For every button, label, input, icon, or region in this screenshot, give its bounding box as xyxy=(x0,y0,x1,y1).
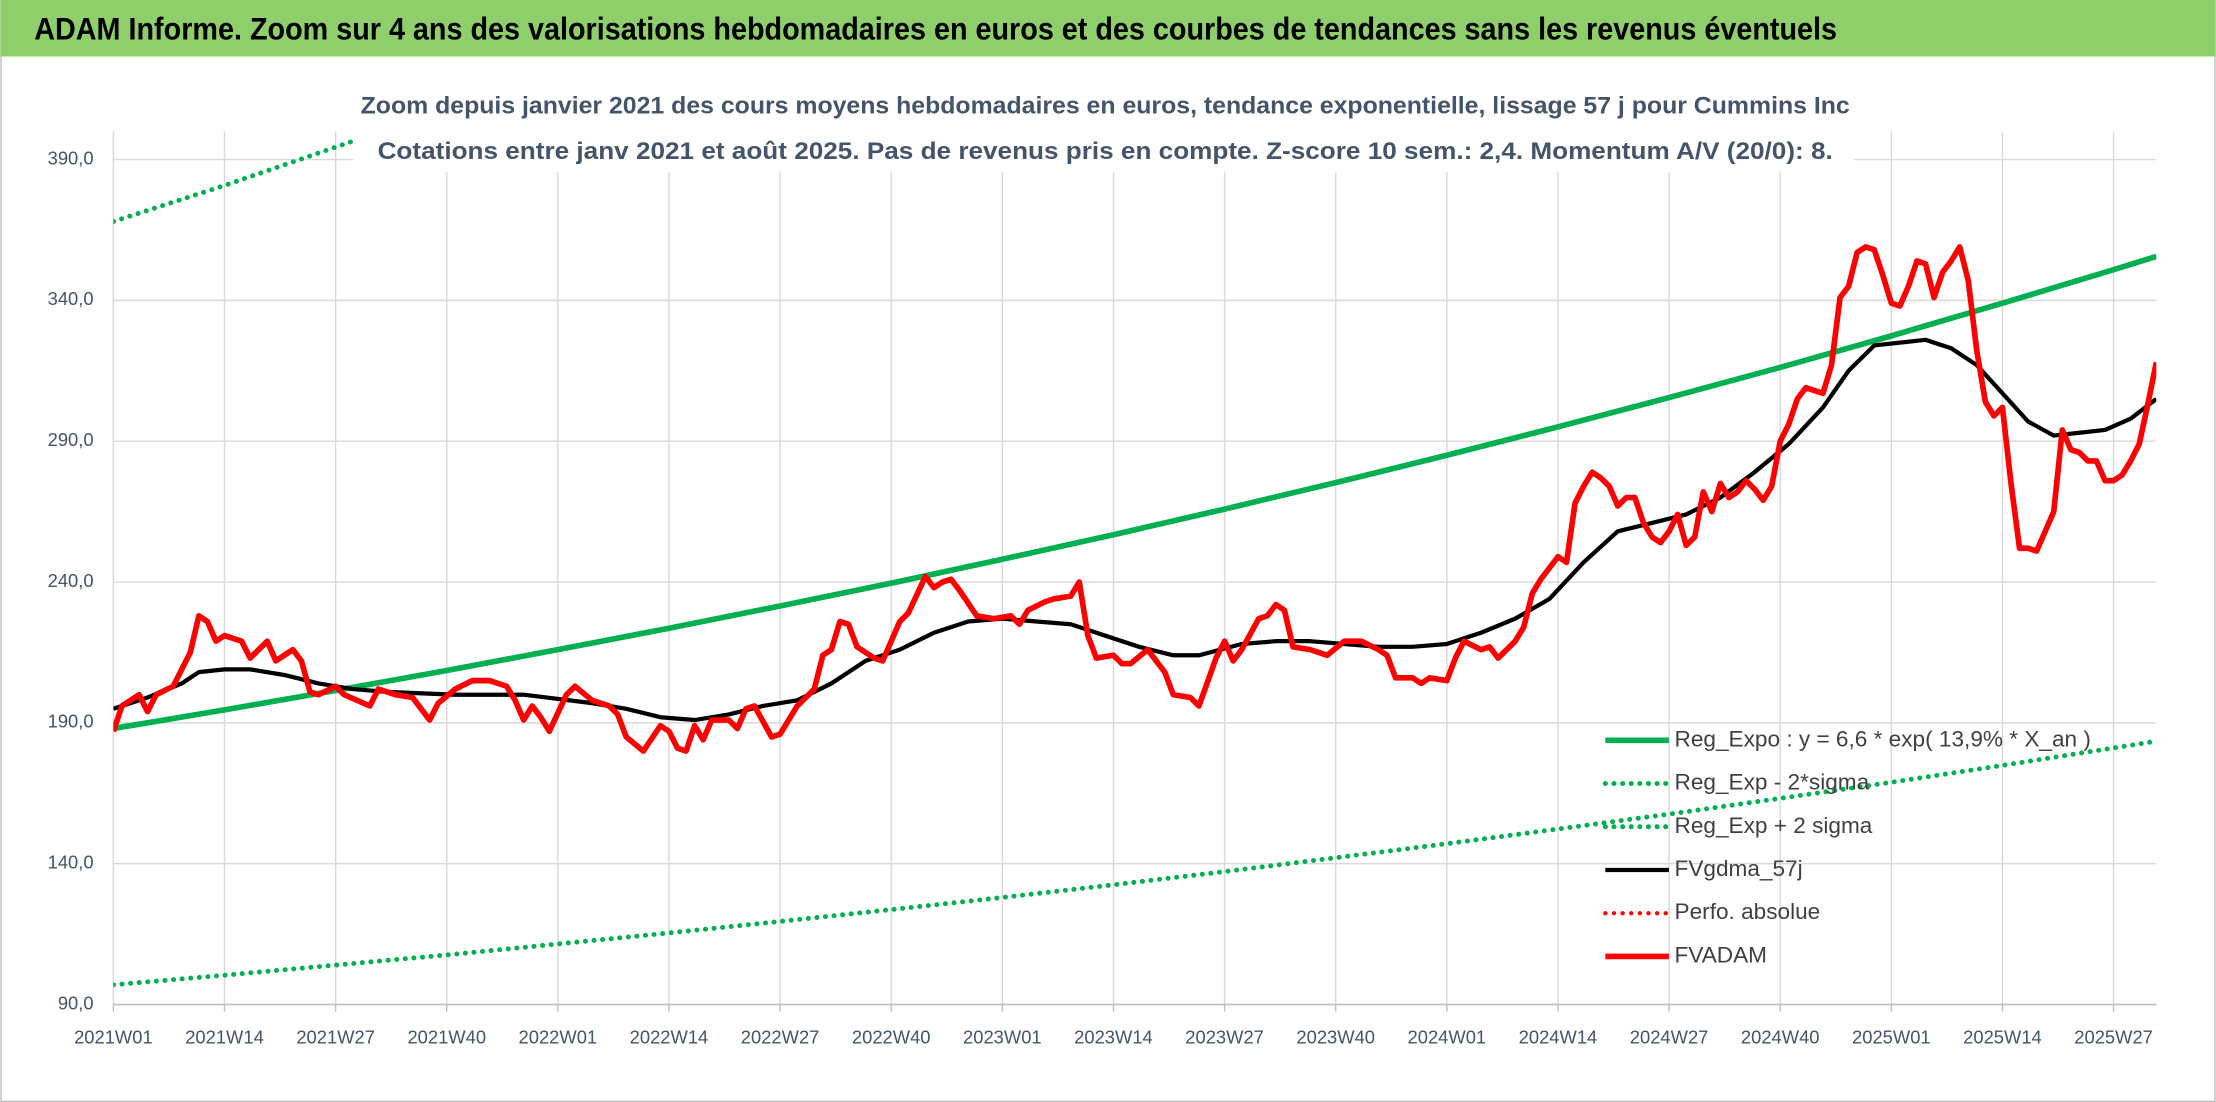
subtitle-line: Zoom depuis janvier 2021 des cours moyen… xyxy=(361,93,1850,120)
x-tick-label: 2025W14 xyxy=(1963,1026,2042,1047)
x-tick-label: 2021W01 xyxy=(74,1026,153,1047)
x-tick-label: 2022W14 xyxy=(630,1026,709,1047)
title-banner xyxy=(0,0,2216,57)
x-tick-label: 2023W14 xyxy=(1074,1026,1153,1047)
legend-label: FVgdma_57j xyxy=(1675,856,1803,881)
series-line xyxy=(113,244,2157,754)
y-tick-label: 290,0 xyxy=(48,429,94,450)
x-tick-label: 2025W01 xyxy=(1852,1026,1931,1047)
plot-lines xyxy=(113,131,2157,988)
subtitle-background xyxy=(353,84,1854,173)
x-tick-label: 2024W14 xyxy=(1519,1026,1598,1047)
x-tick-label: 2023W27 xyxy=(1185,1026,1264,1047)
y-tick-label: 240,0 xyxy=(48,570,94,591)
chart-title: ADAM Informe. Zoom sur 4 ans des valoris… xyxy=(34,11,1837,46)
x-tick-label: 2021W14 xyxy=(185,1026,264,1047)
grid: 90,0 140,0 190,0 240,0 290,0 340,0 390,0 2021W0… xyxy=(48,131,2157,1047)
legend-label: Perfo. absolue xyxy=(1675,899,1821,924)
subtitle-line: Cotations entre janv 2021 et août 2025. … xyxy=(378,138,1833,165)
legend-label: Reg_Expo : y = 6,6 * exp( 13,9% * X_an ) xyxy=(1675,726,2091,751)
legend: Reg_Expo : y = 6,6 * exp( 13,9% * X_an )… xyxy=(1602,726,2091,967)
y-tick-label: 140,0 xyxy=(48,852,94,873)
y-tick-label: 340,0 xyxy=(48,288,94,309)
y-tick-label: 90,0 xyxy=(58,992,94,1013)
x-tick-label: 2023W40 xyxy=(1296,1026,1375,1047)
x-tick-label: 2024W01 xyxy=(1408,1026,1487,1047)
x-tick-label: 2021W40 xyxy=(407,1026,486,1047)
series-line xyxy=(113,253,2157,732)
x-tick-label: 2022W27 xyxy=(741,1026,820,1047)
x-tick-label: 2022W40 xyxy=(852,1026,931,1047)
x-tick-label: 2025W27 xyxy=(2074,1026,2153,1047)
x-tick-label: 2024W27 xyxy=(1630,1026,1709,1047)
legend-label: FVADAM xyxy=(1675,942,1767,967)
series-line xyxy=(113,738,2157,988)
y-tick-label: 190,0 xyxy=(48,711,94,732)
x-tick-label: 2021W27 xyxy=(296,1026,375,1047)
x-tick-label: 2024W40 xyxy=(1741,1026,1820,1047)
legend-label: Reg_Exp - 2*sigma xyxy=(1675,770,1870,795)
x-tick-label: 2022W01 xyxy=(519,1026,598,1047)
y-tick-label: 390,0 xyxy=(48,147,94,168)
legend-label: Reg_Exp + 2 sigma xyxy=(1675,813,1873,838)
x-tick-label: 2023W01 xyxy=(963,1026,1042,1047)
